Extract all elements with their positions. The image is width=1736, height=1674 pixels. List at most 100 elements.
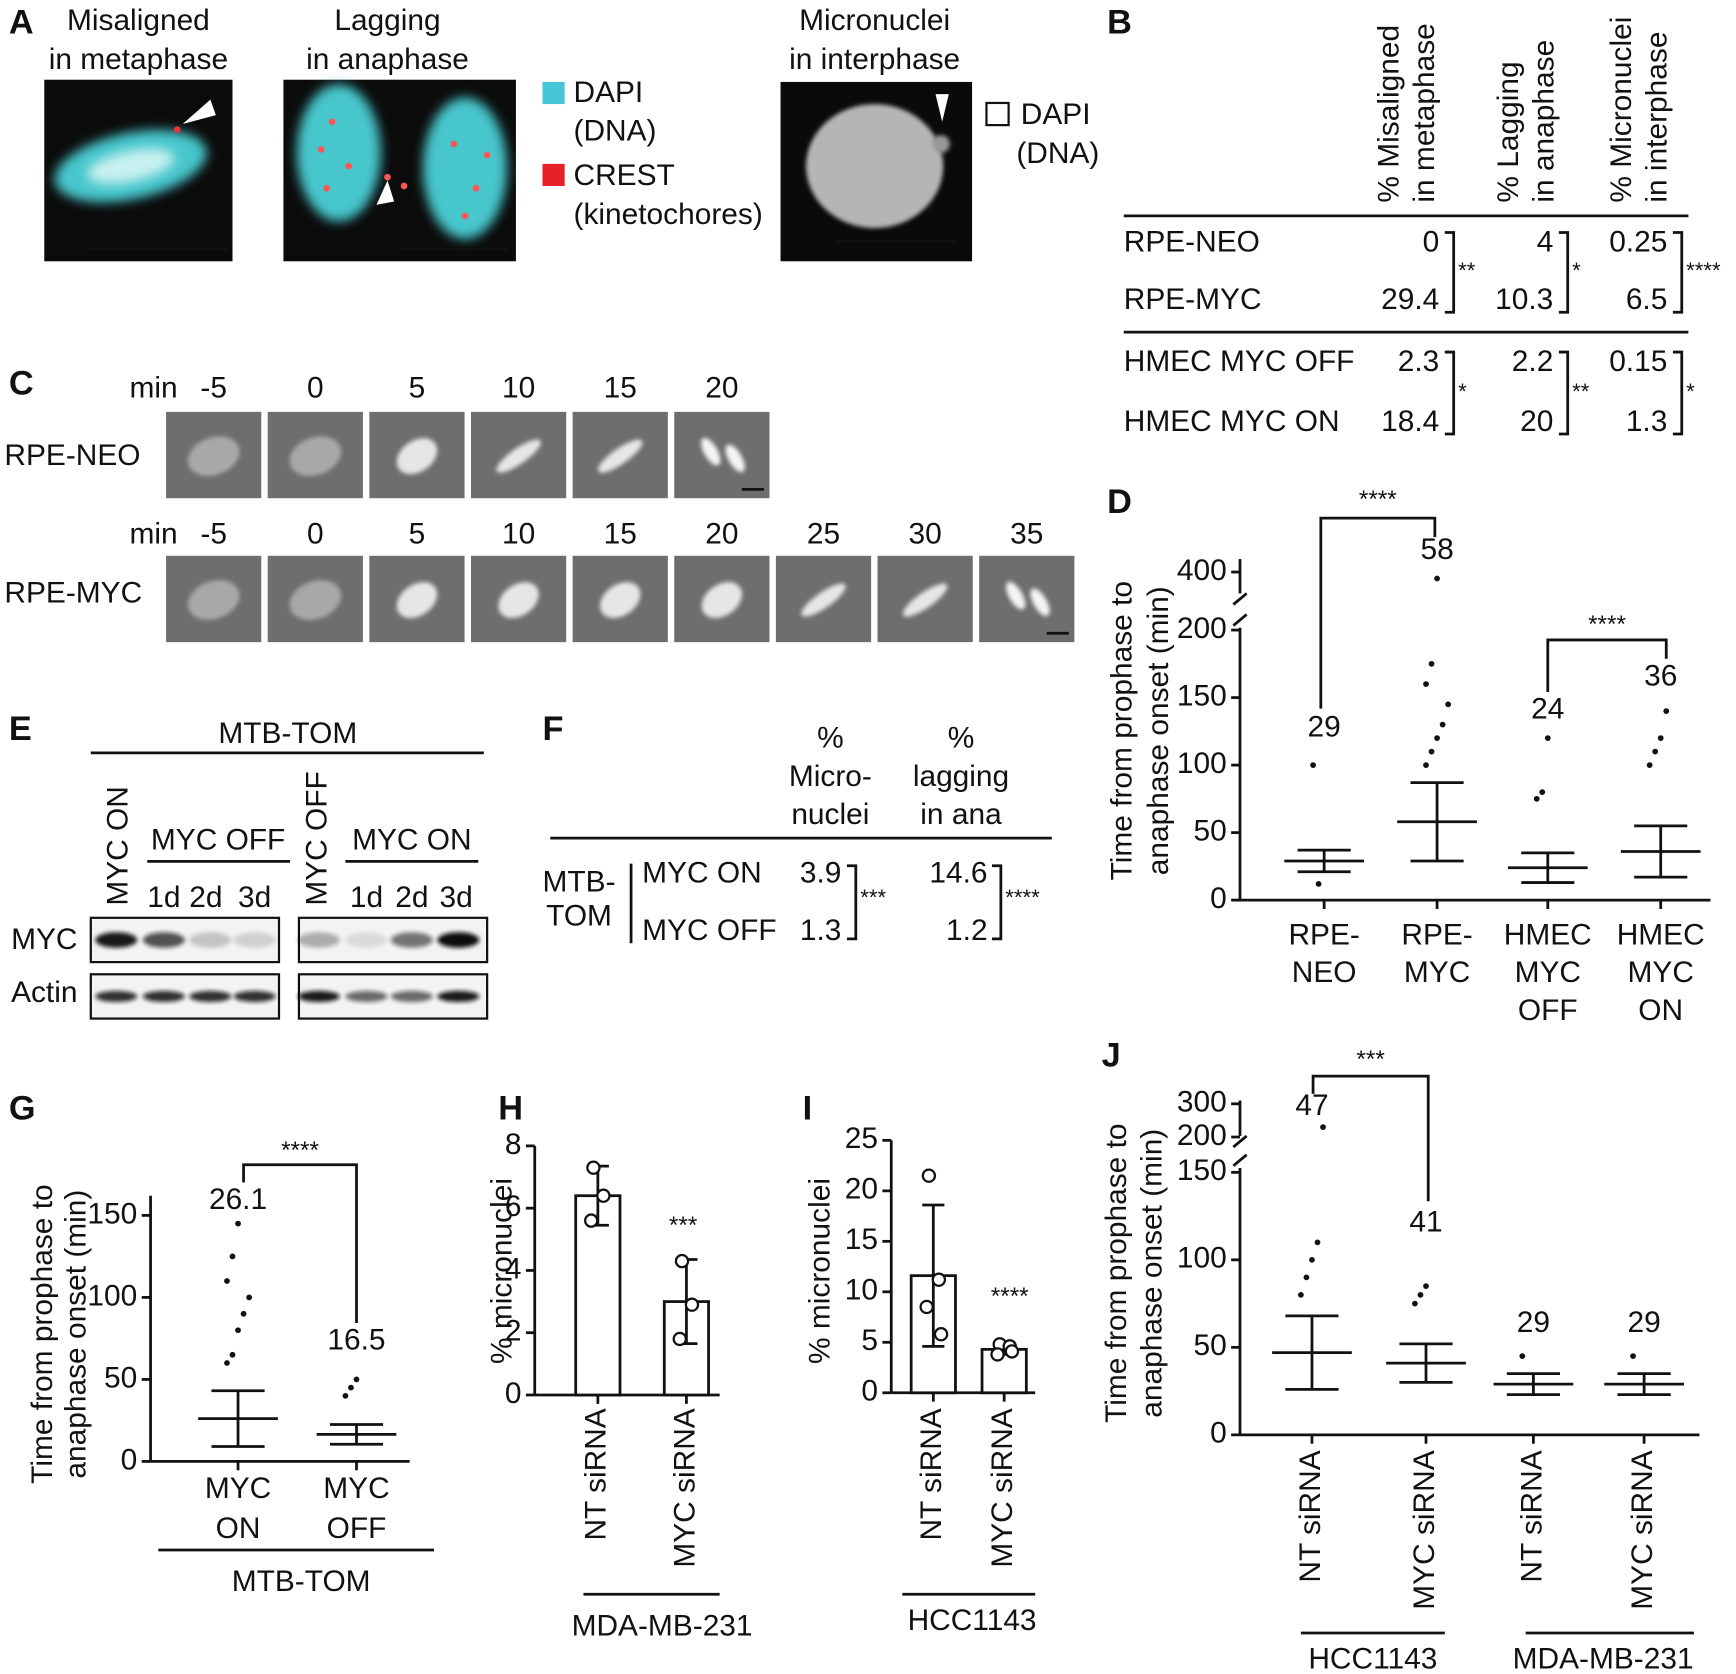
data-point xyxy=(931,1272,947,1287)
band xyxy=(95,932,138,948)
value-label: 16.5 xyxy=(327,1324,385,1357)
image-title: in metaphase xyxy=(49,43,228,76)
significance: *** xyxy=(860,885,886,910)
column-header: % Micronuclei xyxy=(1605,17,1638,203)
group-label: MDA-MB-231 xyxy=(572,1609,753,1642)
significance-bracket xyxy=(1311,1074,1430,1202)
data-point xyxy=(353,1376,360,1383)
frame-bg xyxy=(979,555,1075,643)
value-label: 41 xyxy=(1409,1205,1442,1238)
micrograph xyxy=(283,79,516,262)
data-point xyxy=(224,1360,230,1366)
row-label: MYC ON xyxy=(642,857,762,890)
panel-letter: H xyxy=(498,1090,523,1128)
time-label: 20 xyxy=(705,372,738,405)
movie-frame xyxy=(979,555,1075,643)
y-axis-label: anaphase onset (min) xyxy=(1142,586,1175,875)
blot xyxy=(89,916,281,964)
band xyxy=(297,990,340,1002)
time-label: -5 xyxy=(200,372,227,405)
significance: *** xyxy=(1356,1046,1385,1073)
panel-letter: B xyxy=(1107,3,1132,41)
blot xyxy=(297,916,489,964)
x-tick-label: RPE- xyxy=(1288,919,1359,952)
data-point xyxy=(1315,881,1322,887)
y-tick-label: 8 xyxy=(505,1128,522,1161)
movie-frame xyxy=(572,555,668,643)
y-tick-label: 20 xyxy=(845,1173,878,1206)
x-tick-label: MYC siRNA xyxy=(986,1408,1019,1567)
value-label: 58 xyxy=(1420,533,1453,566)
image-title: in interphase xyxy=(789,43,960,76)
lane-label: MYC ON xyxy=(352,823,472,856)
column-header: lagging xyxy=(913,760,1009,793)
movie-frame xyxy=(877,555,973,643)
column-header: nuclei xyxy=(791,798,869,831)
kinetochore xyxy=(328,118,336,126)
legend-swatch xyxy=(985,101,1010,127)
micrograph xyxy=(780,81,973,262)
chromatin xyxy=(498,582,539,619)
chromatin xyxy=(701,582,743,619)
bracket xyxy=(846,864,858,941)
y-tick-label: 400 xyxy=(1177,554,1227,587)
micrograph xyxy=(44,79,233,262)
time-label: 30 xyxy=(909,518,942,551)
data-point xyxy=(1309,1256,1315,1263)
legend-label: (DNA) xyxy=(574,115,657,148)
data-point xyxy=(1646,762,1653,768)
axis-break xyxy=(1232,592,1248,606)
data-point xyxy=(1412,1300,1418,1307)
time-label: 10 xyxy=(502,518,535,551)
data-point xyxy=(1544,735,1551,741)
day-label: 2d xyxy=(189,881,222,914)
nucleus xyxy=(187,580,240,620)
day-label: 2d xyxy=(395,881,428,914)
significance-bracket xyxy=(1319,516,1437,709)
significance: **** xyxy=(1005,885,1040,910)
blot-title: MTB-TOM xyxy=(218,717,357,750)
day-label: 3d xyxy=(238,881,271,914)
nucleus xyxy=(187,436,240,477)
y-tick-label: 0 xyxy=(505,1377,522,1410)
panel-letter: F xyxy=(543,710,564,748)
kinetochore xyxy=(317,146,325,153)
chromatin xyxy=(725,444,745,473)
legend-label: DAPI xyxy=(1021,98,1091,131)
data-point xyxy=(229,1351,236,1358)
band xyxy=(390,990,433,1002)
y-tick-label: 50 xyxy=(104,1361,137,1394)
column-header: % xyxy=(817,721,844,754)
x-tick-label: MYC xyxy=(323,1472,389,1505)
data-point xyxy=(1417,1291,1424,1298)
significance: **** xyxy=(1686,258,1721,283)
chromatin xyxy=(902,583,948,617)
data-point xyxy=(240,1310,247,1317)
axis-break xyxy=(1232,1134,1248,1149)
row-label: RPE-NEO xyxy=(4,439,140,472)
legend-label: (kinetochores) xyxy=(574,198,763,231)
band xyxy=(189,932,232,948)
kinetochore xyxy=(384,173,391,181)
y-tick-label: 0 xyxy=(861,1375,878,1408)
y-axis-label: anaphase onset (min) xyxy=(1136,1129,1169,1418)
group-label: MTB-TOM xyxy=(232,1565,371,1598)
x-tick-label: NT siRNA xyxy=(1515,1450,1548,1582)
dna xyxy=(87,148,175,184)
x-tick-label: OFF xyxy=(1518,994,1578,1027)
bracket xyxy=(1444,231,1456,314)
movie-frame xyxy=(166,411,262,499)
table-value: 0.15 xyxy=(1609,345,1667,378)
time-unit: min xyxy=(130,372,178,405)
band xyxy=(142,990,185,1002)
data-point xyxy=(586,1160,601,1175)
frame-bg xyxy=(674,411,770,499)
time-label: 20 xyxy=(705,518,738,551)
row-label: RPE-MYC xyxy=(1124,283,1262,316)
time-unit: min xyxy=(130,518,178,551)
movie-frame xyxy=(267,411,363,499)
y-axis-label: Time from prophase to xyxy=(1106,581,1139,880)
image-title: Lagging xyxy=(334,4,440,37)
legend-swatch xyxy=(542,163,565,186)
